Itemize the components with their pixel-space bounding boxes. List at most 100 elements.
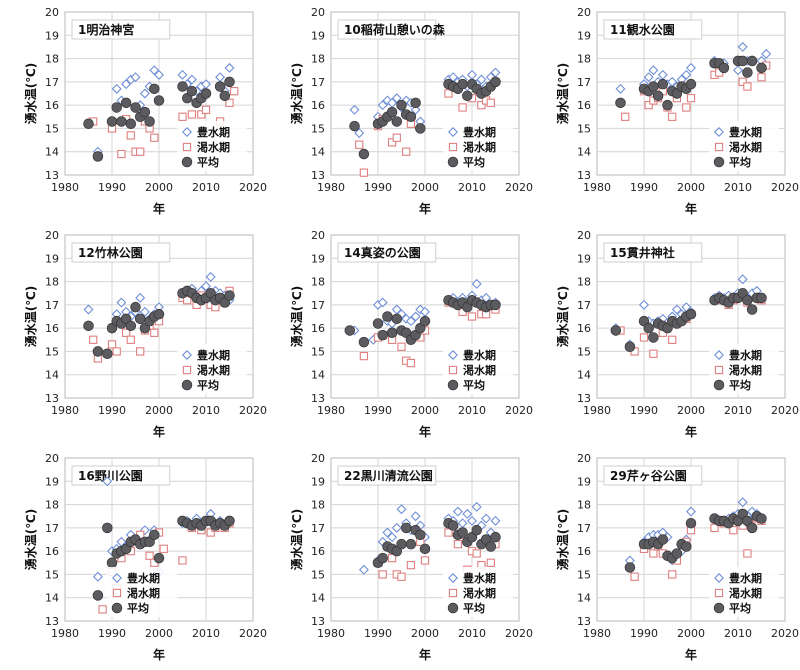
data-point-circle bbox=[396, 538, 407, 550]
x-tick-label: 1980 bbox=[583, 627, 611, 640]
x-tick-label: 2000 bbox=[677, 181, 705, 194]
data-point-circle bbox=[457, 78, 468, 90]
chart-title: 12竹林公園 bbox=[78, 245, 143, 260]
y-tick-label: 14 bbox=[45, 146, 59, 159]
y-tick-label: 19 bbox=[577, 475, 591, 488]
chart-title: 29芹ヶ谷公園 bbox=[610, 468, 687, 483]
x-tick-label: 1990 bbox=[98, 627, 126, 640]
legend-label: 豊水期 bbox=[197, 125, 230, 139]
data-point-circle bbox=[372, 318, 384, 329]
data-point-circle bbox=[648, 81, 659, 92]
data-point-circle bbox=[624, 341, 636, 353]
chart-panel: 13 14 15 16 17 18 19 20 1980 1990 2000 2010 2020 湧水温(… bbox=[532, 0, 799, 223]
y-tick-label: 13 bbox=[577, 169, 591, 182]
data-point-circle bbox=[224, 290, 235, 301]
data-point-circle bbox=[386, 106, 398, 118]
data-point-circle bbox=[624, 562, 636, 573]
chart-title-box bbox=[603, 19, 703, 40]
y-tick-label: 16 bbox=[311, 99, 325, 112]
y-axis-label: 湧水温(℃) bbox=[289, 509, 304, 571]
data-point-circle bbox=[405, 111, 417, 123]
y-axis-label: 湧水温(℃) bbox=[555, 63, 570, 125]
scatter-chart: 13 14 15 16 17 18 19 20 1980 1990 2000 2010 2020 湧水温(… bbox=[289, 452, 533, 662]
data-point-square bbox=[145, 551, 154, 560]
data-point-diamond bbox=[737, 497, 748, 508]
data-point-circle bbox=[120, 97, 132, 109]
data-point-square bbox=[729, 526, 738, 535]
data-point-square bbox=[486, 98, 495, 107]
data-point-circle bbox=[457, 527, 468, 538]
data-point-diamond bbox=[391, 522, 402, 533]
data-point-diamond bbox=[648, 65, 659, 76]
data-point-circle bbox=[652, 90, 664, 102]
x-axis-label: 年 bbox=[685, 647, 697, 662]
chart-title: 16野川公園 bbox=[78, 469, 143, 483]
legend-marker-square bbox=[182, 142, 192, 152]
data-point-circle bbox=[377, 552, 388, 564]
data-point-square bbox=[444, 89, 453, 98]
chart-panel: 13 14 15 16 17 18 19 20 1980 1990 2000 2010 2020 湧水温(… bbox=[266, 0, 533, 223]
y-tick-label: 20 bbox=[311, 6, 325, 19]
data-point-circle bbox=[643, 322, 654, 334]
data-point-circle bbox=[106, 116, 118, 127]
y-tick-label: 20 bbox=[311, 452, 325, 465]
legend-marker-square bbox=[448, 588, 458, 598]
data-point-square bbox=[187, 110, 197, 119]
data-point-diamond bbox=[490, 515, 501, 526]
data-point-square bbox=[621, 112, 630, 121]
x-tick-label: 1980 bbox=[317, 404, 345, 417]
data-point-diamond bbox=[149, 65, 160, 76]
legend-label: 豊水期 bbox=[729, 571, 762, 585]
data-point-circle bbox=[405, 538, 417, 550]
y-tick-label: 14 bbox=[577, 369, 591, 382]
legend-label: 渇水期 bbox=[463, 140, 496, 154]
data-point-square bbox=[183, 296, 192, 305]
data-point-circle bbox=[681, 541, 692, 552]
data-point-circle bbox=[224, 76, 235, 88]
data-point-square bbox=[107, 340, 117, 349]
legend-label: 平均 bbox=[463, 378, 485, 392]
data-point-diamond bbox=[377, 297, 388, 308]
data-point-circle bbox=[419, 543, 431, 555]
data-point-circle bbox=[102, 522, 113, 534]
legend-label: 豊水期 bbox=[463, 348, 496, 362]
legend-label: 渇水期 bbox=[729, 363, 762, 377]
x-tick-label: 2020 bbox=[505, 627, 533, 640]
data-point-circle bbox=[186, 85, 198, 97]
legend-marker-diamond bbox=[714, 127, 724, 137]
y-tick-label: 15 bbox=[577, 345, 591, 358]
data-point-diamond bbox=[405, 316, 416, 327]
x-tick-label: 2000 bbox=[411, 404, 439, 417]
x-tick-label: 2010 bbox=[724, 181, 752, 194]
legend-label: 渇水期 bbox=[729, 140, 762, 154]
data-point-circle bbox=[125, 118, 137, 130]
y-tick-label: 19 bbox=[45, 252, 59, 265]
y-tick-label: 14 bbox=[311, 146, 325, 159]
data-point-square bbox=[477, 100, 486, 110]
data-point-circle bbox=[224, 515, 235, 527]
x-tick-label: 1980 bbox=[51, 404, 79, 417]
data-point-circle bbox=[657, 78, 669, 90]
y-axis-label: 湧水温(℃) bbox=[555, 286, 570, 348]
legend-label: 平均 bbox=[463, 601, 485, 615]
y-tick-label: 15 bbox=[45, 345, 59, 358]
data-point-circle bbox=[615, 97, 626, 109]
chart-panel: 13 14 15 16 17 18 19 20 1980 1990 2000 2010 2020 湧水温(… bbox=[532, 446, 799, 669]
x-tick-label: 1980 bbox=[583, 181, 611, 194]
y-tick-label: 17 bbox=[45, 76, 59, 89]
chart-title-box bbox=[71, 242, 171, 263]
x-axis-label: 年 bbox=[419, 424, 431, 439]
legend-label: 渇水期 bbox=[729, 586, 762, 600]
legend-marker-circle bbox=[111, 602, 123, 614]
y-tick-label: 19 bbox=[577, 29, 591, 42]
y-tick-label: 19 bbox=[45, 29, 59, 42]
data-point-circle bbox=[662, 99, 673, 111]
y-tick-label: 13 bbox=[45, 392, 59, 405]
chart-title: 15貫井神社 bbox=[610, 245, 675, 260]
legend-marker-square bbox=[714, 588, 724, 598]
chart-panel: 13 14 15 16 17 18 19 20 1980 1990 2000 2010 2020 湧水温(… bbox=[266, 446, 533, 669]
x-tick-label: 1990 bbox=[98, 181, 126, 194]
data-point-circle bbox=[391, 313, 403, 325]
y-tick-label: 16 bbox=[311, 322, 325, 335]
legend-marker-diamond bbox=[112, 573, 122, 583]
